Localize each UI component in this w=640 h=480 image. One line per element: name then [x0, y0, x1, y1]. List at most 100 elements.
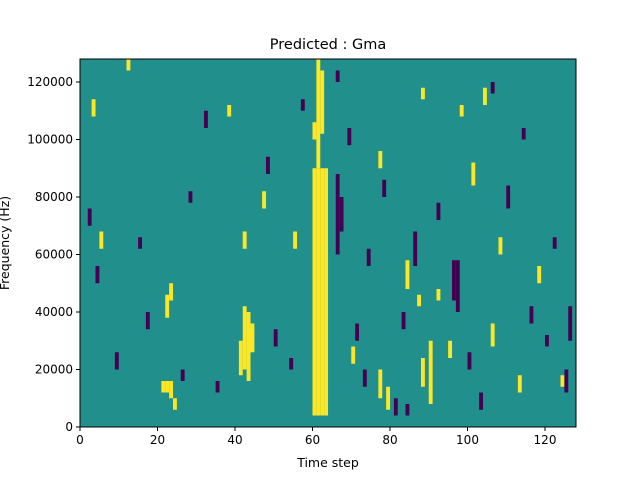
- x-tick-label: 120: [534, 433, 557, 447]
- heatmap-cell: [227, 105, 232, 117]
- heatmap-cell: [320, 168, 325, 416]
- heatmap-cell: [471, 162, 476, 186]
- heatmap-cell: [436, 202, 441, 220]
- heatmap-cell: [366, 248, 371, 266]
- y-tick-label: 80000: [35, 190, 73, 204]
- heatmap-cell: [335, 174, 340, 255]
- x-tick-label: 20: [150, 433, 165, 447]
- plot-area: [79, 58, 577, 428]
- heatmap-cell: [382, 179, 387, 197]
- heatmap-cell: [145, 312, 150, 330]
- heatmap-cell: [413, 231, 418, 266]
- heatmap-cell: [339, 197, 344, 232]
- x-axis: 0 20 40 60 80 100 120: [76, 427, 556, 447]
- heatmap-cell: [161, 381, 166, 393]
- heatmap-cell: [324, 168, 329, 416]
- heatmap-cell: [300, 99, 305, 111]
- heatmap-cell: [560, 375, 565, 387]
- heatmap-cell: [537, 266, 542, 284]
- heatmap-cell: [564, 369, 569, 393]
- heatmap-cell: [378, 151, 383, 169]
- heatmap-cell: [316, 59, 321, 169]
- y-axis: 0 20000 40000 60000 80000 100000 120000: [27, 75, 80, 434]
- heatmap-cell: [204, 110, 208, 128]
- heatmap-cell: [165, 294, 170, 318]
- y-tick-label: 20000: [35, 363, 73, 377]
- heatmap-cell: [498, 237, 503, 255]
- heatmap-cell: [126, 59, 131, 71]
- heatmap-cell: [114, 352, 119, 370]
- heatmap-cell: [459, 105, 464, 117]
- heatmap-cell: [405, 404, 410, 416]
- heatmap-cell: [455, 260, 460, 312]
- x-axis-label: Time step: [296, 455, 359, 470]
- heatmap-cell: [545, 335, 549, 347]
- y-tick-label: 100000: [27, 133, 73, 147]
- heatmap-cell: [362, 369, 367, 387]
- x-tick-label: 0: [76, 433, 84, 447]
- heatmap-cell: [312, 122, 317, 140]
- heatmap-cell: [312, 168, 317, 416]
- heatmap-cells: [87, 59, 573, 416]
- heatmap-cell: [347, 128, 352, 146]
- heatmap-cell: [289, 358, 294, 370]
- heatmap-cell: [242, 231, 247, 249]
- heatmap-cell: [293, 231, 298, 249]
- heatmap-cell: [521, 128, 526, 140]
- heatmap-cell: [448, 340, 453, 358]
- heatmap-cell: [262, 191, 267, 209]
- plot-frame: [79, 58, 577, 428]
- heatmap-cell: [421, 358, 425, 387]
- y-axis-label: Frequency (Hz): [0, 196, 12, 290]
- heatmap-cell: [568, 306, 573, 341]
- heatmap-cell: [138, 237, 143, 249]
- heatmap-cell: [355, 323, 360, 341]
- heatmap-cell: [87, 208, 92, 226]
- heatmap-cell: [517, 375, 522, 393]
- x-tick-label: 60: [305, 433, 320, 447]
- heatmap-cell: [428, 340, 433, 404]
- heatmap-cell: [91, 99, 96, 117]
- y-tick-label: 60000: [35, 248, 73, 262]
- heatmap-cell: [483, 87, 487, 105]
- heatmap-cell: [95, 266, 100, 284]
- heatmap-cell: [405, 260, 410, 289]
- heatmap-cell: [215, 381, 220, 393]
- heatmap-cell: [316, 168, 321, 416]
- x-tick-label: 80: [382, 433, 397, 447]
- heatmap-cell: [335, 70, 340, 82]
- heatmap-cell: [238, 340, 243, 376]
- y-tick-label: 40000: [35, 305, 73, 319]
- heatmap-cell: [351, 346, 356, 364]
- heatmap-cell: [436, 289, 441, 301]
- y-tick-label: 120000: [27, 75, 73, 89]
- heatmap-cell: [401, 312, 406, 330]
- heatmap-cell: [320, 70, 325, 134]
- heatmap-cell: [165, 381, 170, 393]
- heatmap-cell: [266, 156, 270, 174]
- heatmap-cell: [529, 306, 534, 324]
- heatmap-cell: [552, 237, 557, 249]
- heatmap-cell: [421, 87, 425, 100]
- y-tick-label: 0: [65, 420, 73, 434]
- heatmap-cell: [417, 294, 422, 307]
- heatmap-cell: [506, 185, 511, 209]
- chart-title: Predicted : Gma: [270, 37, 386, 53]
- x-tick-label: 40: [227, 433, 242, 447]
- heatmap-cell: [180, 369, 185, 381]
- heatmap-cell: [479, 392, 484, 410]
- heatmap-cell: [273, 329, 278, 347]
- heatmap-cell: [99, 231, 104, 249]
- heatmap-cell: [250, 323, 255, 353]
- heatmap-cell: [169, 283, 174, 301]
- heatmap-cell: [386, 386, 391, 410]
- heatmap-cell: [490, 323, 495, 347]
- heatmap-cell: [188, 191, 193, 203]
- heatmap-cell: [452, 260, 456, 301]
- heatmap-cell: [242, 306, 247, 370]
- heatmap-cell: [378, 369, 383, 399]
- heatmap-cell: [467, 352, 472, 370]
- heatmap-cell: [173, 398, 177, 410]
- heatmap-cell: [169, 381, 174, 399]
